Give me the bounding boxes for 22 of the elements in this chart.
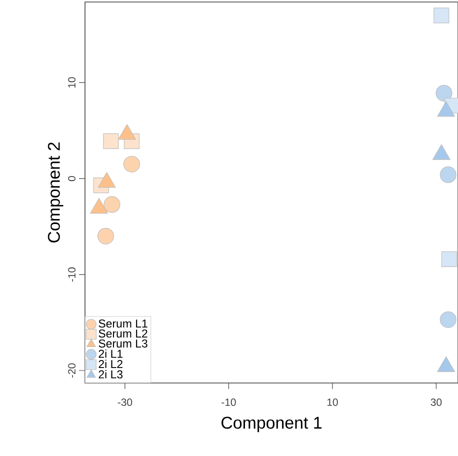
point	[441, 251, 457, 267]
y-axis-title: Component 2	[48, 142, 64, 242]
x-tick-label: -10	[222, 398, 236, 406]
x-tick-label: 10	[327, 398, 338, 406]
x-tick-label: -30	[118, 398, 132, 406]
point	[434, 8, 450, 24]
y-tick-label: -10	[68, 267, 76, 282]
legend-label: 2i L1	[98, 349, 122, 358]
point	[103, 133, 119, 149]
legend-label: Serum L1	[98, 319, 148, 328]
x-tick-label: 30	[430, 398, 442, 406]
y-tick-label: -20	[68, 363, 76, 378]
x-axis-title: Component 1	[222, 416, 322, 432]
y-tick-label: 10	[68, 77, 76, 88]
legend-label: 2i L3	[98, 370, 123, 378]
point	[123, 156, 140, 172]
point	[97, 228, 114, 244]
y-tick-label: 0	[68, 176, 76, 182]
legend-label: Serum L3	[98, 339, 148, 348]
legend-label: Serum L2	[98, 329, 148, 338]
point	[104, 196, 120, 213]
legend-label: 2i L2	[98, 360, 122, 368]
